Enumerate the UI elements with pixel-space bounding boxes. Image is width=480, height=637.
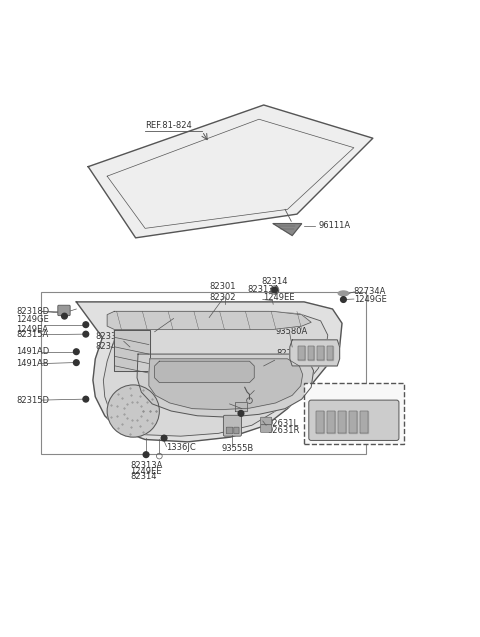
Text: 82315A: 82315A [16,330,48,339]
Bar [308,345,314,360]
Text: 92761A: 92761A [256,384,288,393]
Text: 1249EE: 1249EE [130,466,161,476]
Polygon shape [290,340,340,366]
Text: 82301
82302: 82301 82302 [209,282,236,302]
Circle shape [73,349,79,355]
Bar [304,383,404,444]
Polygon shape [155,361,254,383]
Text: 96111A: 96111A [318,222,350,231]
Polygon shape [114,331,150,371]
Circle shape [83,322,89,327]
Polygon shape [88,105,373,238]
Text: 93580A: 93580A [275,327,307,336]
Ellipse shape [338,291,348,296]
Text: 1491AB: 1491AB [16,359,48,368]
Text: 82338
82348: 82338 82348 [96,332,122,351]
Bar [41,292,366,454]
Text: 1249GE
1249EA: 1249GE 1249EA [16,315,49,334]
Circle shape [238,410,244,416]
Text: (LH): (LH) [306,385,324,394]
Text: 82313A: 82313A [247,285,279,294]
Text: 82734A: 82734A [354,287,386,296]
Text: 93570B: 93570B [326,391,358,400]
FancyBboxPatch shape [58,305,70,316]
Text: 1249EE: 1249EE [263,293,294,302]
Text: 82315D: 82315D [16,396,49,404]
Bar [299,345,305,360]
Text: 82231
82241: 82231 82241 [124,323,150,343]
Bar [316,410,324,433]
FancyBboxPatch shape [234,427,239,434]
Text: 1491AD: 1491AD [16,347,49,356]
Polygon shape [107,311,311,329]
FancyBboxPatch shape [309,400,399,440]
Circle shape [161,435,167,441]
Circle shape [107,385,159,437]
Text: 82318D: 82318D [16,307,49,316]
Circle shape [83,331,89,337]
Circle shape [61,313,67,319]
Text: 18643D: 18643D [229,397,263,406]
Polygon shape [76,302,342,442]
Bar [327,410,336,433]
FancyBboxPatch shape [226,427,233,434]
Circle shape [143,452,149,457]
Text: 82313A: 82313A [130,461,162,470]
Text: 92631R: 92631R [267,426,300,435]
Text: 82710D
82720D: 82710D 82720D [276,349,309,369]
Text: 1249GE: 1249GE [354,294,386,304]
FancyBboxPatch shape [223,415,241,436]
Text: (LH): (LH) [308,387,325,396]
Circle shape [272,287,277,293]
FancyBboxPatch shape [261,417,272,425]
Text: 93555B: 93555B [222,443,254,452]
Bar [327,345,334,360]
Circle shape [341,297,346,303]
Text: 82314: 82314 [130,472,156,481]
Polygon shape [273,224,301,236]
Text: REF.81-824: REF.81-824 [145,120,192,130]
Bar [317,345,324,360]
Circle shape [73,360,79,366]
FancyBboxPatch shape [261,425,272,433]
Bar [360,410,368,433]
Polygon shape [103,311,328,436]
Text: 92631L: 92631L [267,419,299,428]
Polygon shape [149,359,302,410]
Text: 82314: 82314 [261,278,288,287]
Bar [348,410,357,433]
Bar [235,403,247,411]
Polygon shape [137,354,313,417]
Circle shape [83,396,89,402]
Text: 1336JC: 1336JC [167,443,196,452]
Bar [338,410,346,433]
